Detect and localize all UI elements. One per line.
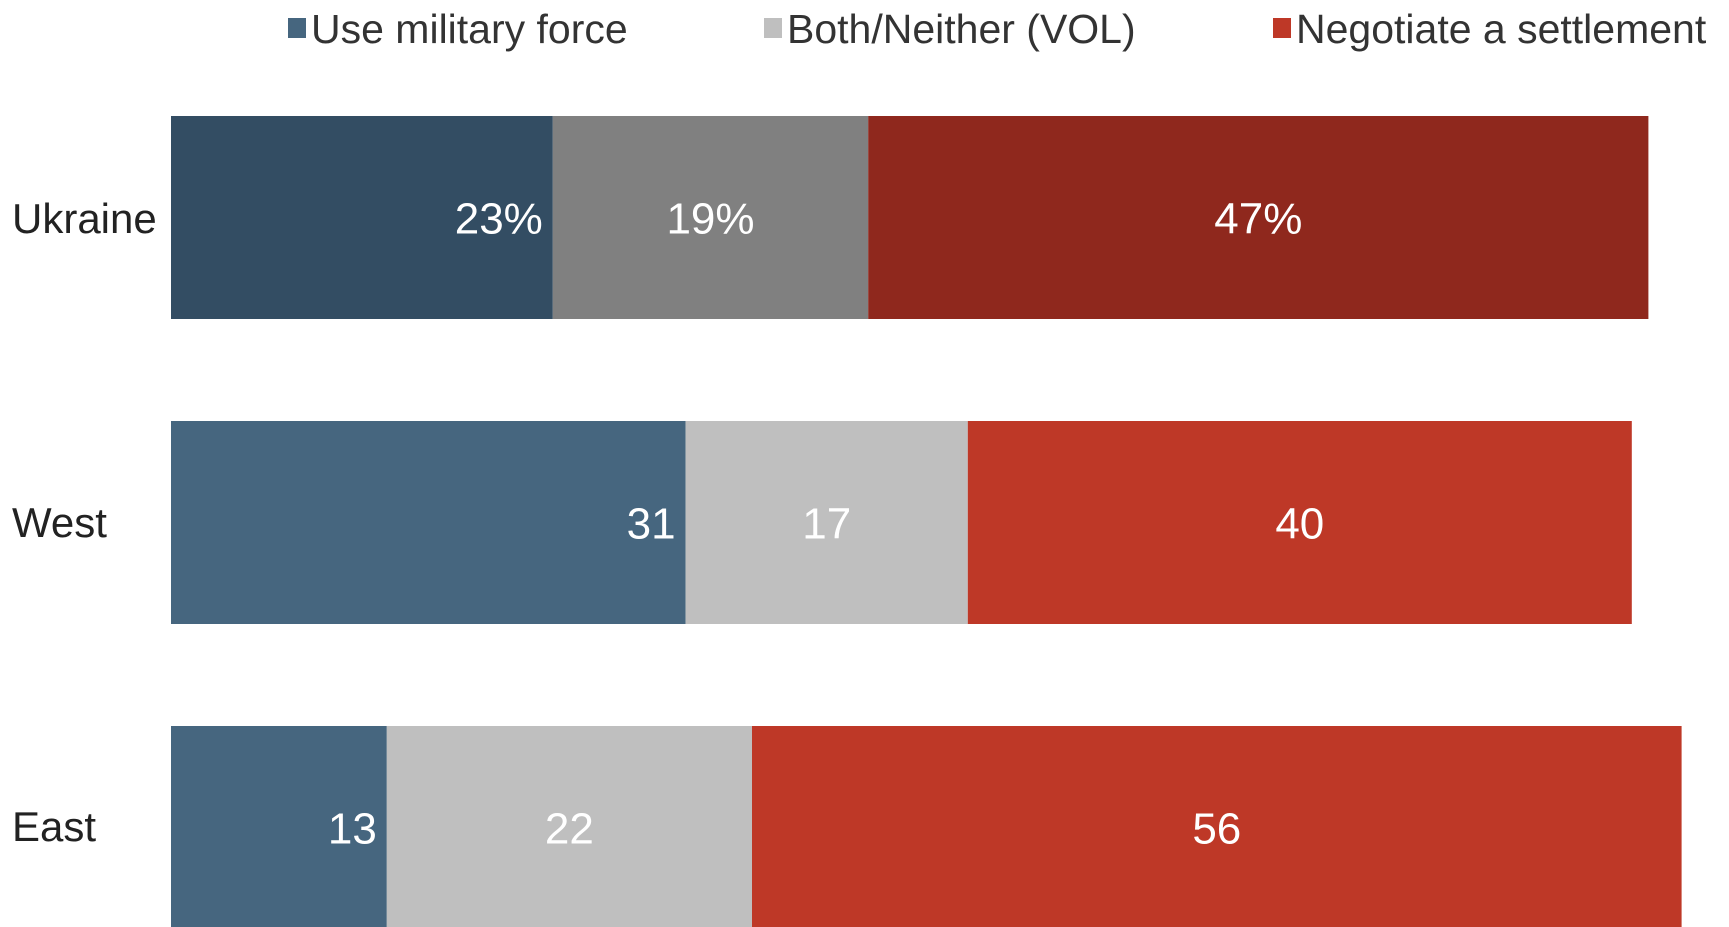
data-label-ukraine-both-neither: 19% [666, 195, 754, 244]
bar-west-both-neither [685, 421, 968, 624]
bar-east-use-military-force [171, 726, 387, 927]
legend-label-both-neither: Both/Neither (VOL) [787, 6, 1136, 52]
bar-west-use-military-force [171, 421, 686, 624]
legend-item-both-neither: Both/Neither (VOL) [764, 6, 1136, 52]
legend-label-negotiate-settlement: Negotiate a settlement [1296, 6, 1707, 52]
legend-swatch-use-military-force [288, 18, 306, 38]
bar-ukraine-both-neither [552, 116, 869, 319]
category-label-east: East [12, 803, 96, 850]
legend-swatch-both-neither [764, 18, 782, 38]
data-label-ukraine-negotiate-settlement: 47% [1214, 195, 1302, 244]
legend: Use military force Both/Neither (VOL) Ne… [288, 6, 1707, 52]
bar-east-negotiate-settlement [752, 726, 1682, 927]
bar-segments [171, 116, 1682, 927]
bar-ukraine-use-military-force [171, 116, 553, 319]
data-label-east-use-military-force: 13 [328, 805, 377, 854]
legend-item-negotiate-settlement: Negotiate a settlement [1273, 6, 1707, 52]
category-label-west: West [12, 499, 107, 546]
legend-item-use-military-force: Use military force [288, 6, 628, 52]
data-label-ukraine-use-military-force: 23% [455, 195, 543, 244]
legend-label-use-military-force: Use military force [311, 6, 628, 52]
bar-west-negotiate-settlement [967, 421, 1632, 624]
bar-ukraine-negotiate-settlement [868, 116, 1649, 319]
legend-swatch-negotiate-settlement [1273, 18, 1291, 38]
data-label-east-negotiate-settlement: 56 [1192, 805, 1241, 854]
data-label-west-negotiate-settlement: 40 [1275, 500, 1324, 549]
category-axis-labels: Ukraine West East [12, 195, 157, 850]
data-labels: 23% 19% 47% 31 17 40 13 22 56 [328, 195, 1324, 854]
data-label-east-both-neither: 22 [545, 805, 594, 854]
category-label-ukraine: Ukraine [12, 195, 157, 242]
data-label-west-use-military-force: 31 [627, 500, 676, 549]
bar-east-both-neither [386, 726, 752, 927]
data-label-west-both-neither: 17 [802, 500, 851, 549]
